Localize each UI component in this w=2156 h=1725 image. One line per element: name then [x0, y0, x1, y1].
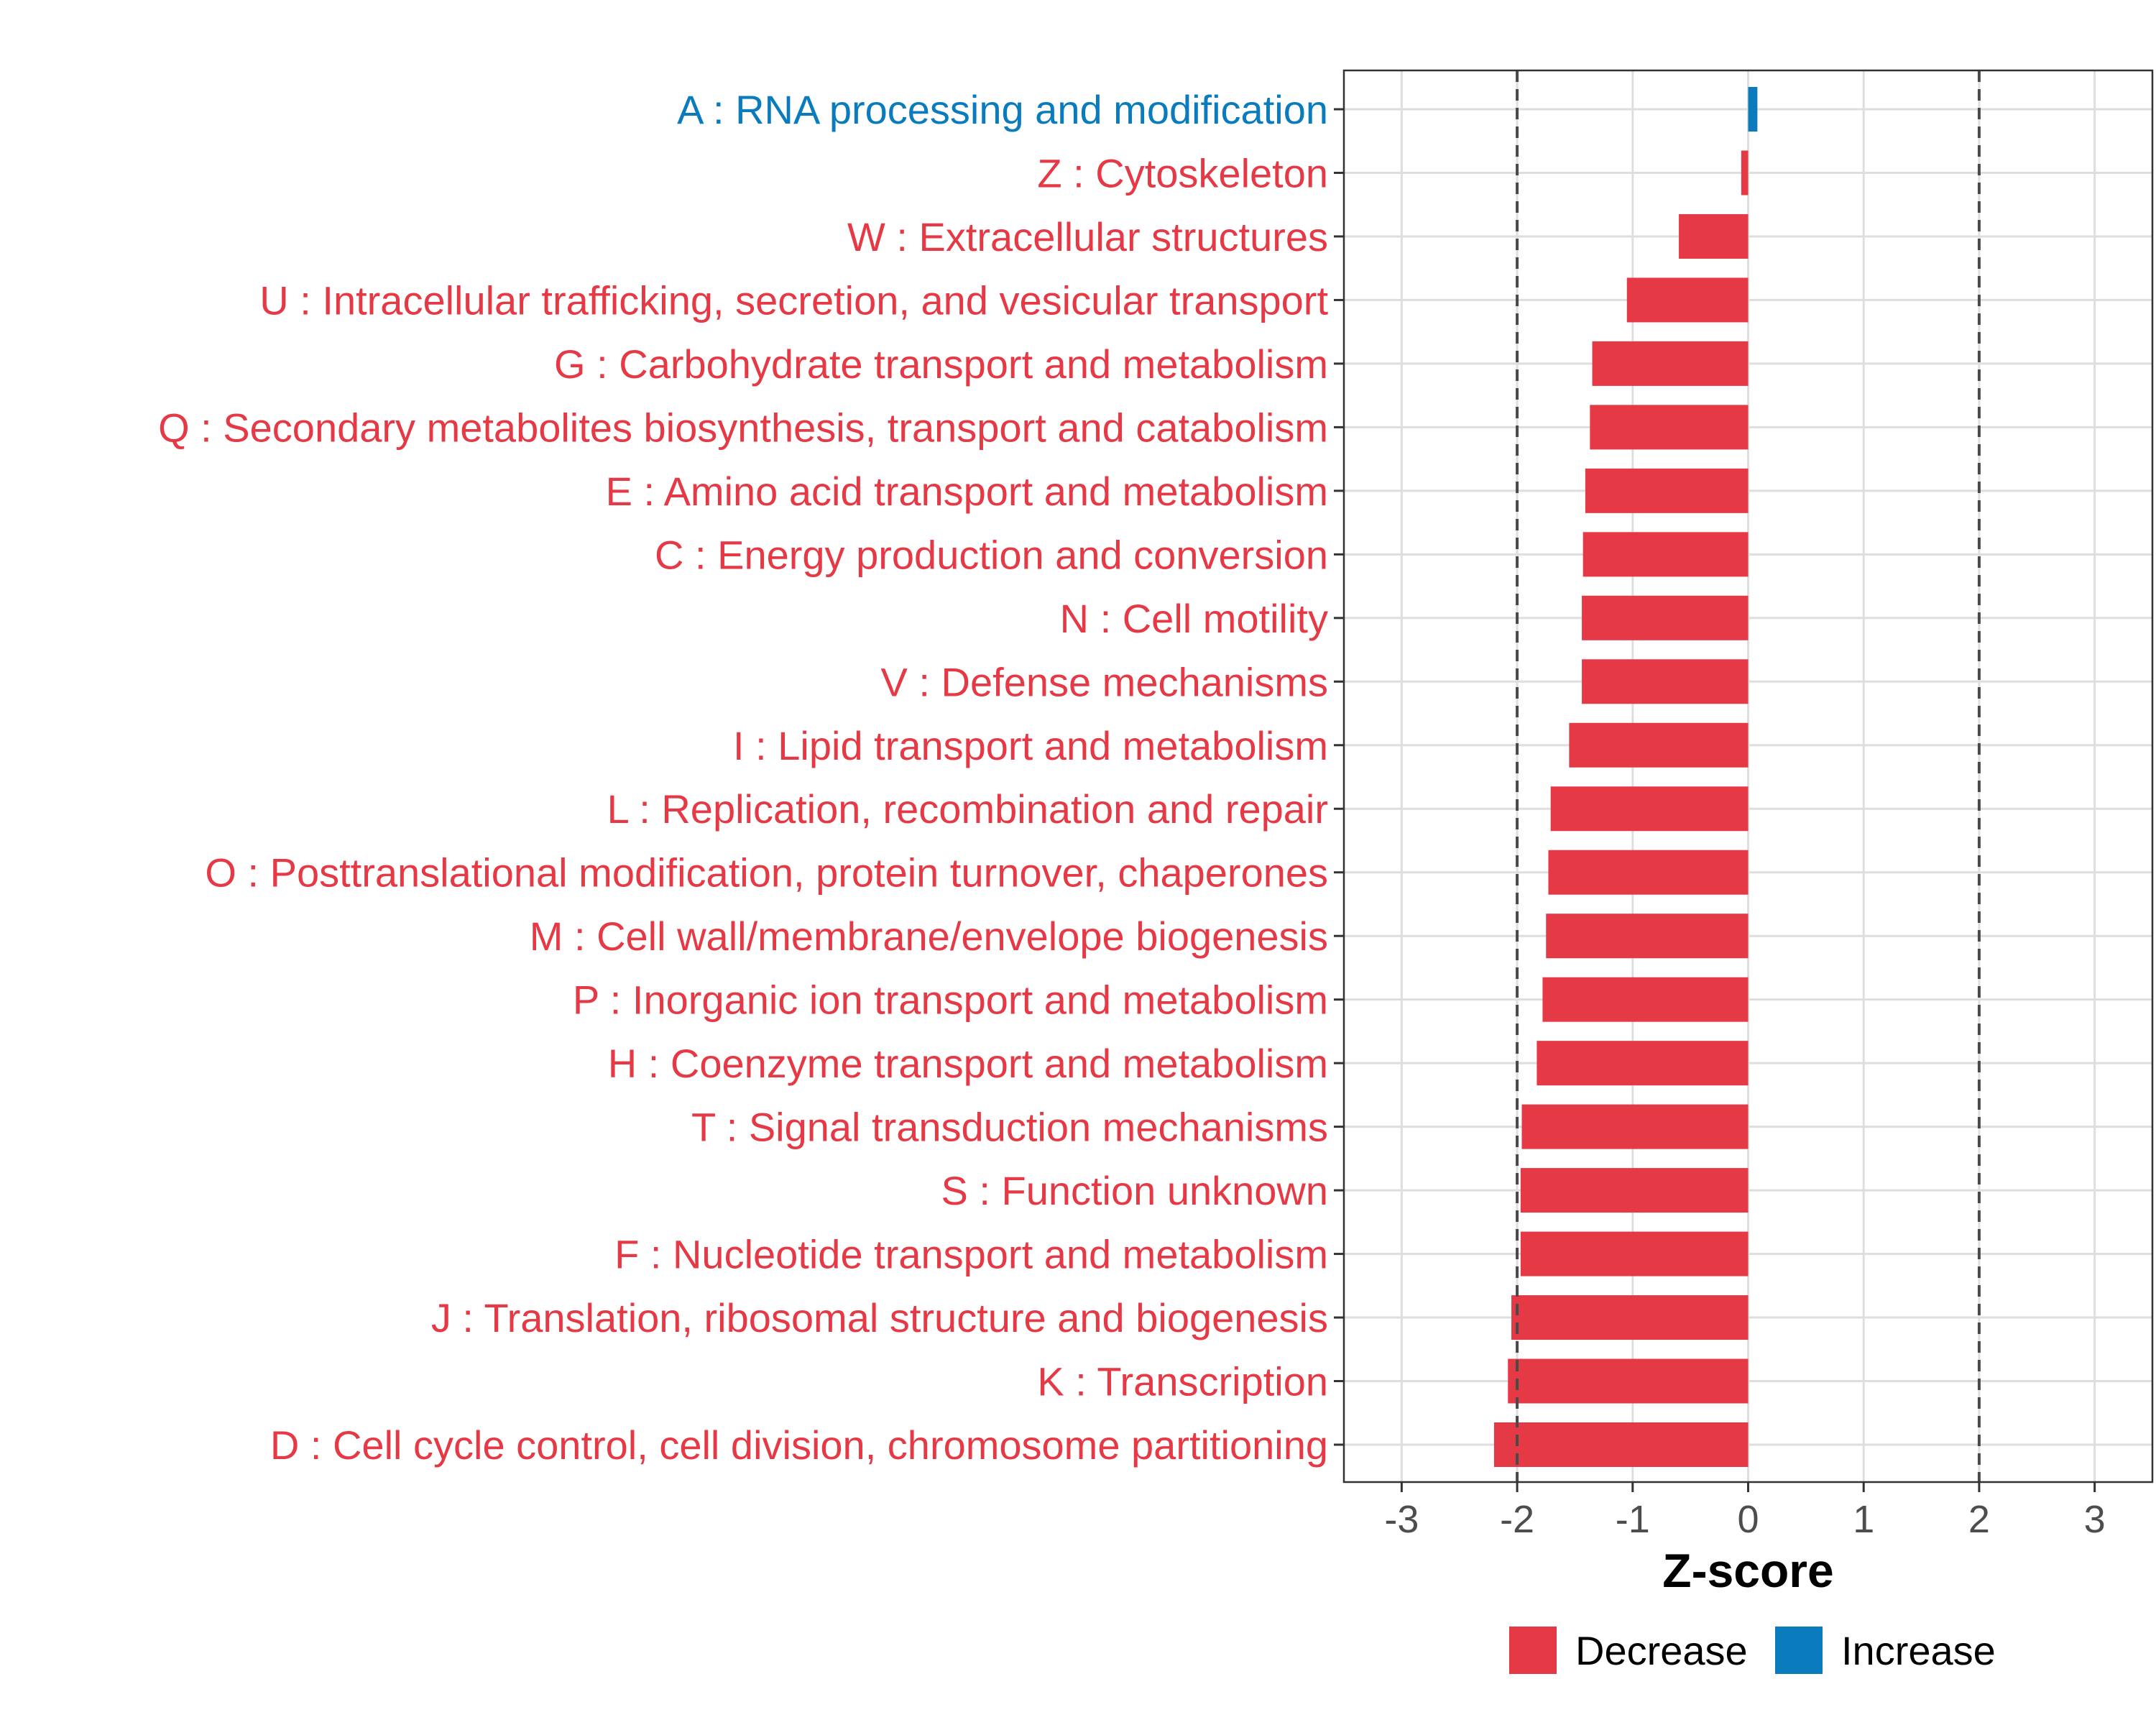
bar [1626, 277, 1749, 323]
category-label: J : Translation, ribosomal structure and… [431, 1295, 1328, 1340]
bar [1592, 341, 1749, 386]
bar [1582, 595, 1749, 640]
category-label: L : Replication, recombination and repai… [607, 786, 1328, 832]
y-axis-labels: A : RNA processing and modification Z : C… [158, 87, 1328, 1468]
x-tick-label: -2 [1500, 1498, 1534, 1541]
legend: Decrease Increase [1509, 1627, 1996, 1674]
x-axis-labels: -3 -2 -1 0 1 2 3 [1384, 1498, 2105, 1541]
bar [1542, 977, 1749, 1022]
bar [1521, 1104, 1749, 1149]
category-label: U : Intracellular trafficking, secretion… [259, 277, 1328, 323]
reference-lines [1516, 70, 1981, 1482]
x-tick-label: -1 [1616, 1498, 1650, 1541]
y-axis-ticks [1334, 108, 1344, 1446]
bar [1583, 532, 1749, 577]
legend-swatch [1509, 1627, 1557, 1674]
category-label: I : Lipid transport and metabolism [733, 723, 1328, 768]
category-label: T : Signal transduction mechanisms [691, 1105, 1328, 1150]
x-tick-label: 1 [1853, 1498, 1874, 1541]
category-label: P : Inorganic ion transport and metaboli… [573, 978, 1328, 1023]
bar [1679, 213, 1749, 259]
category-label: H : Coenzyme transport and metabolism [608, 1041, 1328, 1086]
bar [1590, 405, 1749, 450]
category-label: Z : Cytoskeleton [1037, 150, 1328, 196]
bar [1569, 722, 1749, 768]
bar [1741, 150, 1749, 196]
bar [1520, 1231, 1749, 1276]
category-label: Q : Secondary metabolites biosynthesis, … [158, 405, 1328, 450]
legend-label: Increase [1841, 1628, 1996, 1673]
bar [1493, 1422, 1749, 1467]
x-tick-label: 0 [1737, 1498, 1759, 1541]
bar [1520, 1168, 1749, 1213]
bar [1582, 659, 1749, 704]
bar [1550, 786, 1749, 832]
category-label: D : Cell cycle control, cell division, c… [270, 1422, 1328, 1468]
bar [1546, 914, 1749, 959]
category-label: O : Posttranslational modification, prot… [205, 850, 1328, 896]
x-tick-label: 2 [1968, 1498, 1990, 1541]
category-label: M : Cell wall/membrane/envelope biogenes… [530, 914, 1328, 959]
category-label: C : Energy production and conversion [655, 532, 1328, 577]
category-label: A : RNA processing and modification [677, 87, 1328, 132]
category-label: S : Function unknown [941, 1168, 1328, 1213]
bar [1585, 468, 1749, 513]
bar [1748, 87, 1758, 132]
category-label: F : Nucleotide transport and metabolism [614, 1232, 1328, 1277]
x-tick-label: 3 [2084, 1498, 2106, 1541]
bar [1508, 1358, 1749, 1404]
category-label: E : Amino acid transport and metabolism [606, 469, 1328, 514]
category-label: W : Extracellular structures [847, 214, 1328, 259]
bars [1493, 87, 1758, 1467]
category-label: N : Cell motility [1060, 596, 1328, 641]
bar [1511, 1295, 1749, 1340]
x-tick-label: -3 [1384, 1498, 1419, 1541]
category-label: V : Defense mechanisms [881, 659, 1328, 704]
legend-label: Decrease [1575, 1628, 1748, 1673]
legend-swatch [1775, 1627, 1823, 1674]
x-axis-title: Z-score [1662, 1544, 1833, 1597]
bar [1548, 850, 1749, 895]
x-axis-ticks [1400, 1482, 2096, 1492]
category-label: G : Carbohydrate transport and metabolis… [554, 341, 1328, 387]
category-label: K : Transcription [1037, 1359, 1328, 1404]
bar [1537, 1041, 1749, 1086]
